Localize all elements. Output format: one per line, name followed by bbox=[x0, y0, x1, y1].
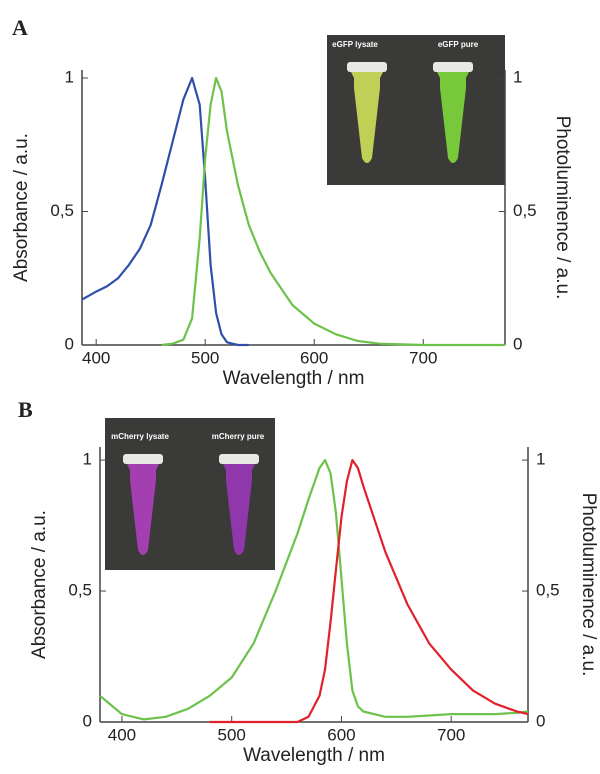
x-tick-label: 700 bbox=[409, 348, 437, 367]
x-tick-label: 600 bbox=[300, 348, 328, 367]
x-axis-label: Wavelength / nm bbox=[223, 368, 365, 389]
x-tick-label: 500 bbox=[191, 348, 219, 367]
y2-axis-label: Photoluminence / a.u. bbox=[552, 116, 573, 300]
y-tick-label: 0 bbox=[65, 334, 74, 353]
inset-label: mCherry pure bbox=[212, 432, 265, 441]
y-tick-label: 0,5 bbox=[68, 581, 92, 600]
y2-axis-label: Photoluminence / a.u. bbox=[578, 493, 599, 677]
y2-tick-label: 1 bbox=[536, 450, 545, 469]
spectrum-line bbox=[99, 459, 529, 721]
x-tick-label: 400 bbox=[82, 348, 110, 367]
spectrum-line bbox=[161, 76, 505, 347]
inset-photo-a bbox=[327, 35, 505, 185]
inset-label: mCherry lysate bbox=[111, 432, 169, 441]
y2-tick-label: 1 bbox=[513, 67, 522, 86]
inset-label: eGFP pure bbox=[438, 40, 479, 49]
y-tick-label: 0,5 bbox=[50, 201, 74, 220]
inset-label: eGFP lysate bbox=[332, 40, 378, 49]
y2-tick-label: 0 bbox=[513, 334, 522, 353]
x-axis-label: Wavelength / nm bbox=[243, 745, 385, 766]
y2-tick-label: 0,5 bbox=[536, 581, 560, 600]
x-tick-label: 500 bbox=[218, 725, 246, 744]
x-tick-label: 400 bbox=[108, 725, 136, 744]
y2-tick-label: 0,5 bbox=[513, 201, 537, 220]
y-tick-label: 1 bbox=[65, 67, 74, 86]
y-axis-label: Absorbance / a.u. bbox=[11, 133, 32, 282]
x-tick-label: 700 bbox=[437, 725, 465, 744]
spectrum-line bbox=[209, 459, 529, 724]
y2-tick-label: 0 bbox=[536, 711, 545, 730]
y-axis-label: Absorbance / a.u. bbox=[29, 510, 50, 659]
y-tick-label: 0 bbox=[83, 711, 92, 730]
spectrum-line bbox=[81, 76, 249, 347]
inset-photo-b bbox=[105, 418, 275, 570]
y-tick-label: 1 bbox=[83, 450, 92, 469]
x-tick-label: 600 bbox=[327, 725, 355, 744]
panel-label: A bbox=[12, 15, 28, 40]
panel-label: B bbox=[18, 397, 33, 422]
